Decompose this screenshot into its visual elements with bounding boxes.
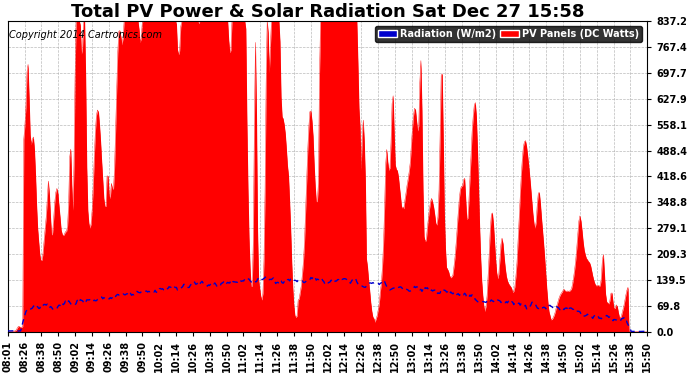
Text: Copyright 2014 Cartronics.com: Copyright 2014 Cartronics.com xyxy=(9,30,162,40)
Legend: Radiation (W/m2), PV Panels (DC Watts): Radiation (W/m2), PV Panels (DC Watts) xyxy=(375,26,642,42)
Title: Total PV Power & Solar Radiation Sat Dec 27 15:58: Total PV Power & Solar Radiation Sat Dec… xyxy=(71,3,584,21)
